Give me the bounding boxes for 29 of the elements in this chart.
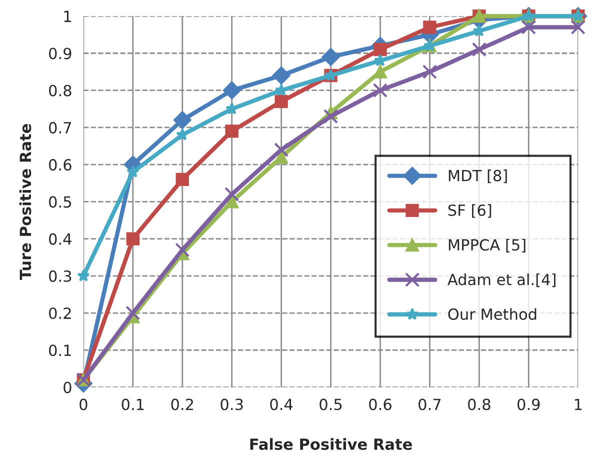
x-tick-label: 0.9 (518, 398, 540, 410)
x-tick-label: 0.4 (270, 398, 293, 410)
legend-label: MDT [8] (448, 170, 507, 184)
x-tick-label: 0 (80, 398, 88, 410)
y-tick-label: 0.2 (49, 307, 71, 320)
y-tick-label: 1 (64, 10, 71, 22)
y-tick-label: 0.6 (49, 159, 72, 171)
x-axis-title: False Positive Rate (250, 438, 412, 450)
x-tick-label: 0.8 (468, 398, 490, 410)
x-tick-label: 0.3 (220, 398, 243, 410)
y-tick-label: 0.1 (49, 344, 71, 356)
y-tick-label: 0.8 (49, 84, 72, 96)
legend-label: Adam et al.[4] (448, 273, 556, 288)
y-tick-label: 0.7 (49, 122, 72, 134)
legend-label: MPPCA [5] (448, 238, 526, 252)
y-axis-title: Ture Positive Rate (19, 124, 32, 280)
y-tick-label: 0 (64, 382, 72, 394)
legend-label: Our Method (448, 308, 536, 320)
y-tick-label: 0.3 (49, 270, 72, 282)
x-tick-label: 1 (574, 398, 582, 410)
y-tick-label: 0.9 (49, 48, 72, 60)
x-tick-label: 0.2 (171, 398, 193, 410)
legend-label: SF [6] (448, 204, 492, 218)
x-tick-label: 0.7 (418, 398, 441, 410)
x-tick-label: 0.5 (320, 398, 342, 410)
y-tick-label: 0.4 (49, 233, 72, 245)
y-tick-label: 0.5 (49, 196, 71, 208)
x-tick-label: 0.6 (369, 398, 392, 410)
x-tick-label: 0.1 (122, 398, 144, 410)
